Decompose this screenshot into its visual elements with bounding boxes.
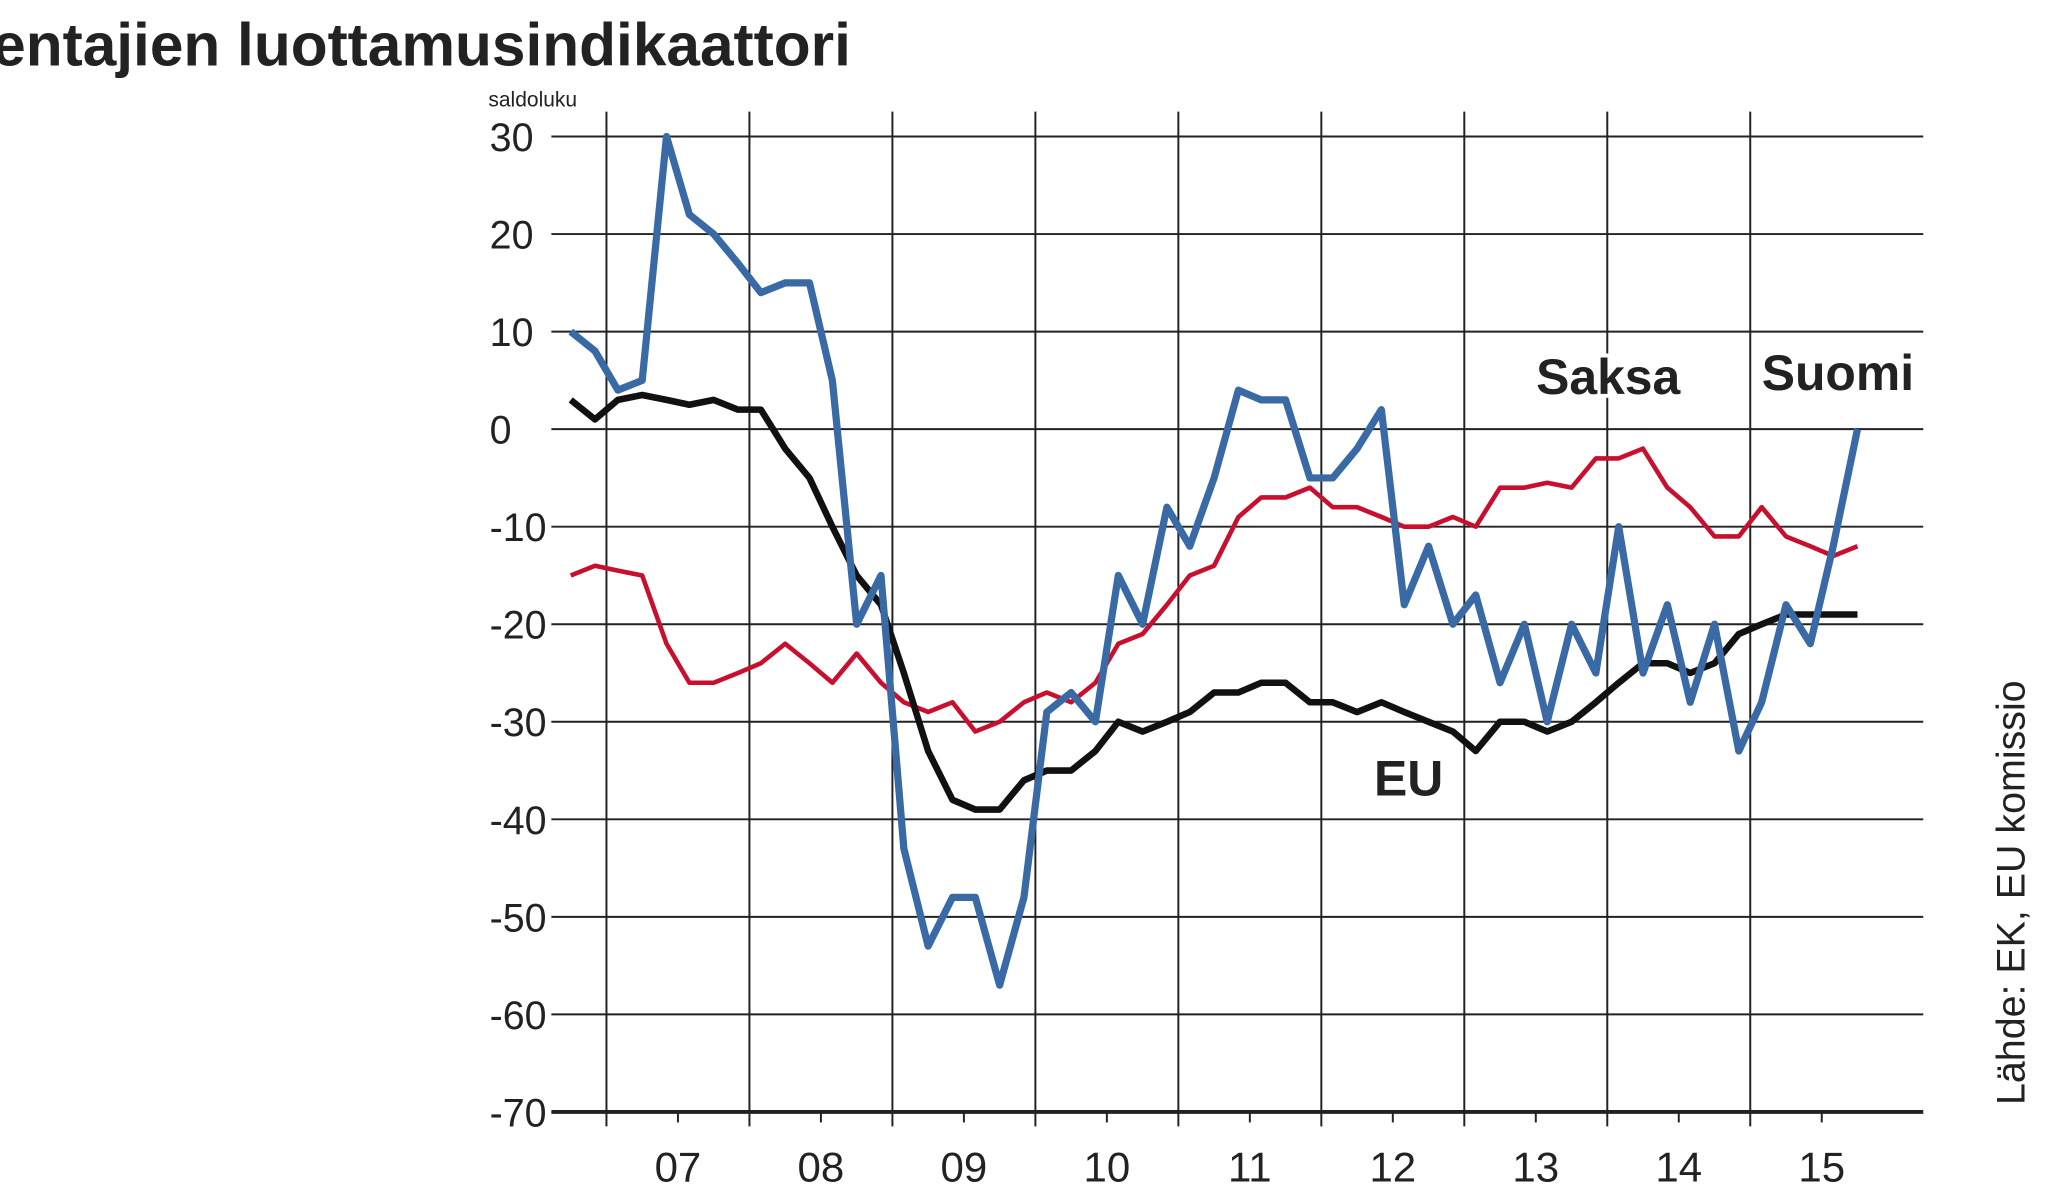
y-tick-label: -50 xyxy=(490,896,547,940)
y-axis-label: saldoluku xyxy=(488,88,577,111)
x-tick-label: 14 xyxy=(1655,1144,1702,1191)
series-label: Saksa xyxy=(1536,349,1681,405)
y-tick-label: 10 xyxy=(490,311,534,355)
x-tick-label: 09 xyxy=(941,1144,988,1191)
series-line xyxy=(568,132,1862,989)
y-tick-label: -30 xyxy=(490,701,547,745)
x-tick-label: 15 xyxy=(1798,1144,1845,1191)
series-label: EU xyxy=(1374,751,1443,807)
series-label: Suomi xyxy=(1762,345,1914,401)
y-tick-label: -20 xyxy=(490,604,547,648)
y-tick-label: -60 xyxy=(490,994,547,1038)
chart-title: entajien luottamusindikaattori xyxy=(0,11,851,79)
y-tick-label: -70 xyxy=(490,1091,547,1135)
x-tick-label: 08 xyxy=(798,1144,845,1191)
y-tick-label: 30 xyxy=(490,116,534,160)
x-tick-label: 11 xyxy=(1228,1144,1272,1191)
x-tick-label: 07 xyxy=(655,1144,702,1191)
y-tick-label: 0 xyxy=(490,409,512,453)
series-line xyxy=(568,391,1858,813)
source: Lähde: EK, EU komissio xyxy=(1989,680,2033,1105)
y-tick-label: -10 xyxy=(490,506,547,550)
y-tick-label: -40 xyxy=(490,799,547,843)
y-tick-label: 20 xyxy=(490,214,534,258)
x-tick-label: 12 xyxy=(1369,1144,1416,1191)
x-tick-label: 10 xyxy=(1084,1144,1131,1191)
series-line xyxy=(569,446,1859,734)
chart-body: entajien luottamusindikaattori saldoluku… xyxy=(0,11,2033,1191)
x-tick-label: 13 xyxy=(1512,1144,1559,1191)
